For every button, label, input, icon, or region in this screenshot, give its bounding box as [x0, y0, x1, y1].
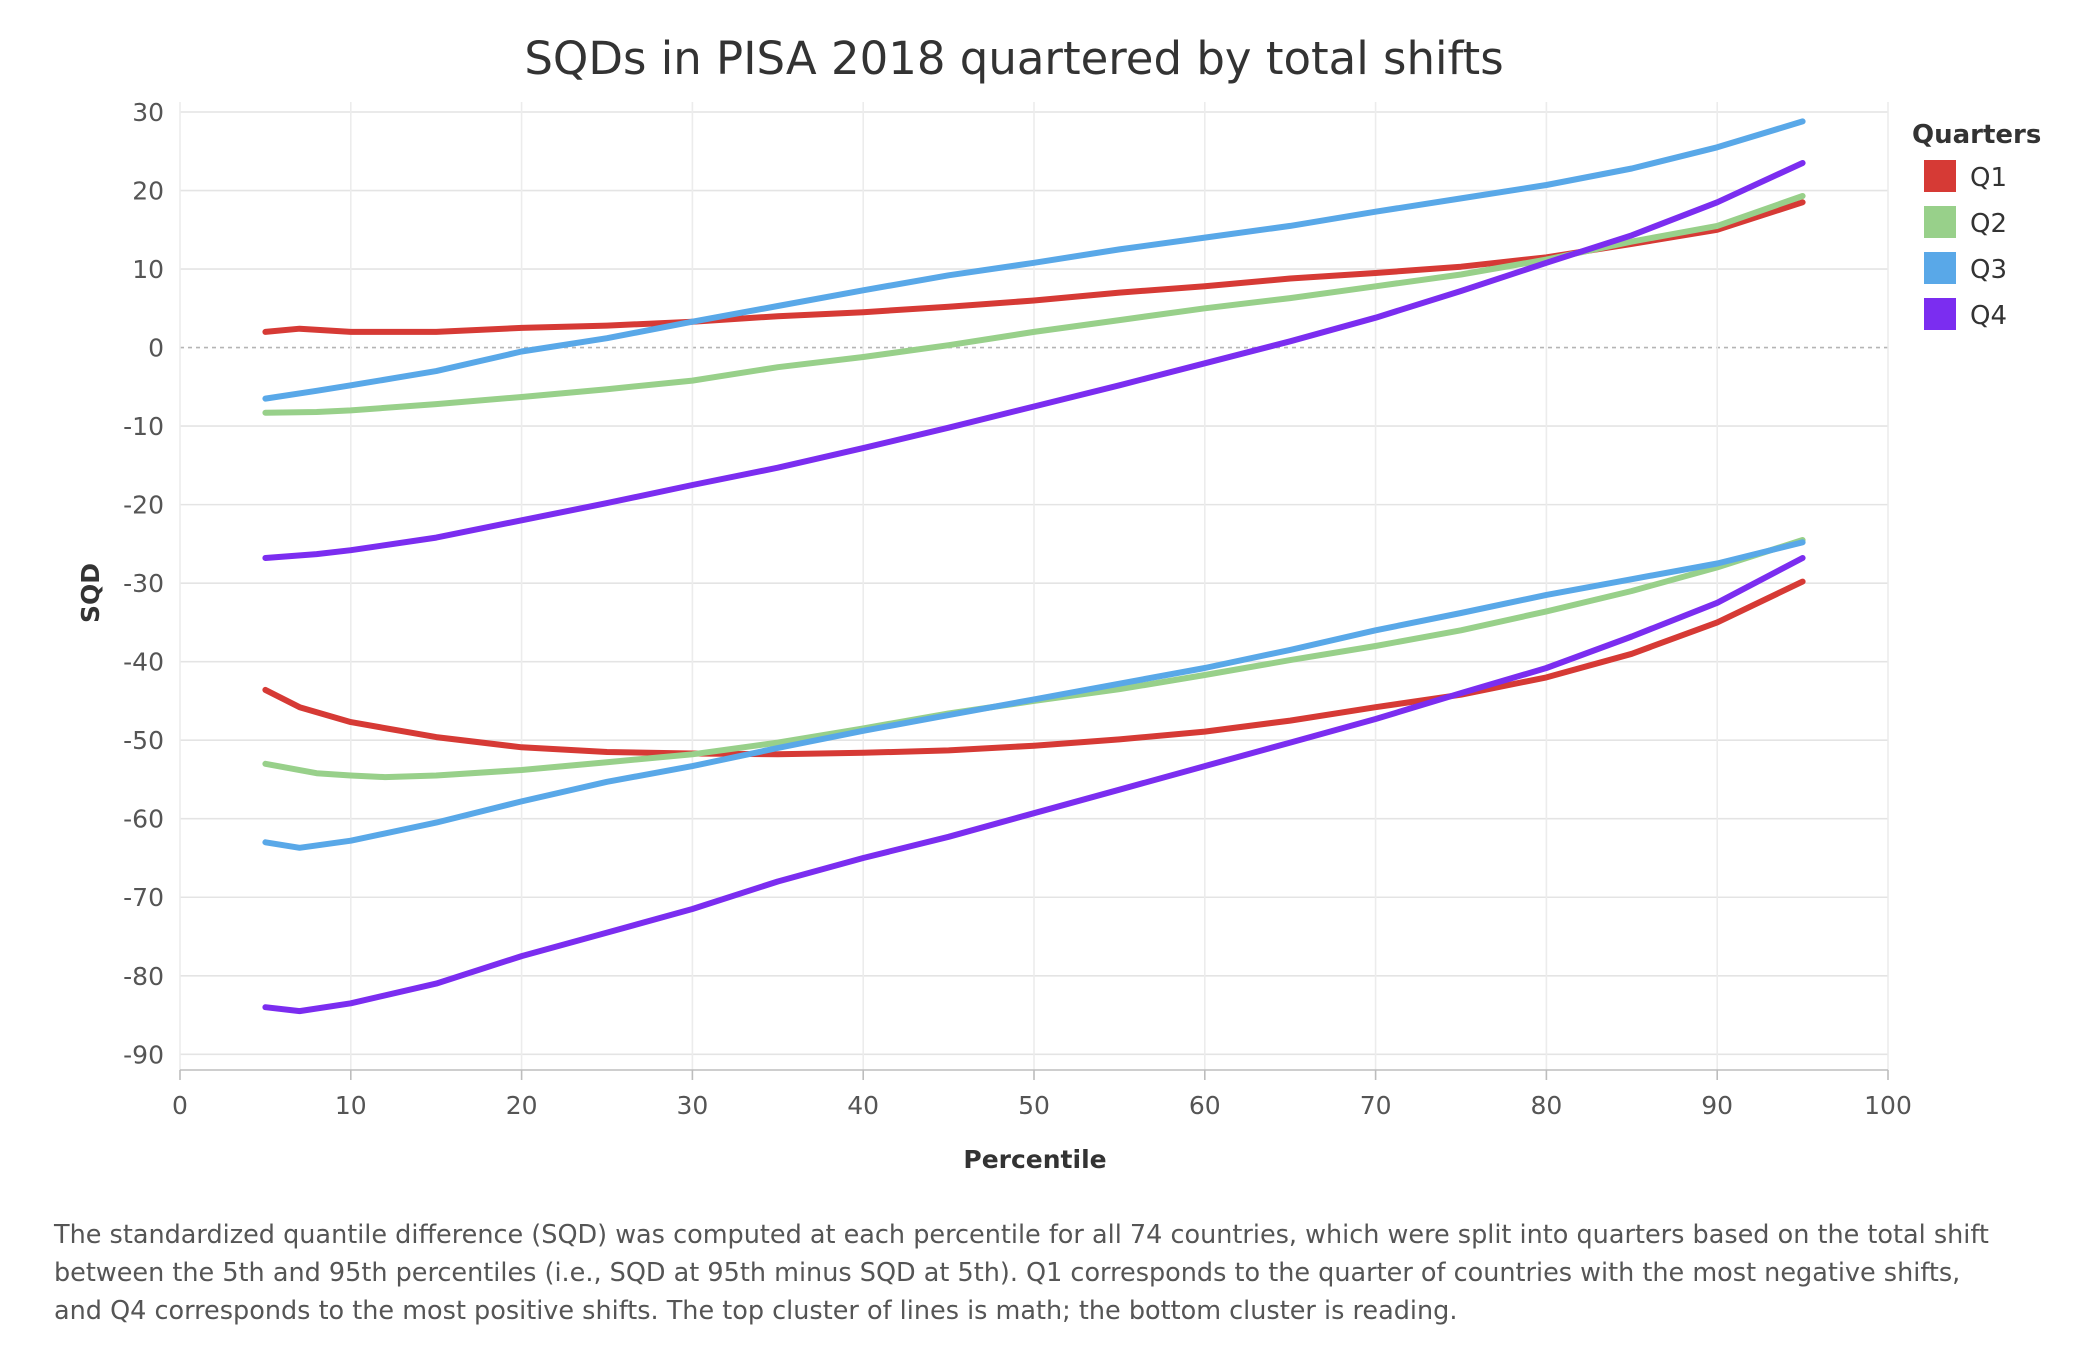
x-tick-label: 20 [506, 1091, 538, 1120]
chart-title: SQDs in PISA 2018 quartered by total shi… [524, 32, 1503, 85]
y-tick-label: -60 [123, 805, 164, 834]
y-tick-label: 10 [132, 255, 164, 284]
y-tick-label: 0 [148, 334, 164, 363]
x-tick-label: 10 [335, 1091, 367, 1120]
legend: Quarters Q1 Q2 Q3 Q4 [1912, 120, 2041, 331]
x-tick-label: 70 [1360, 1091, 1392, 1120]
y-tick-label: -20 [123, 491, 164, 520]
x-tick-label: 40 [847, 1091, 879, 1120]
x-tick-label: 80 [1530, 1091, 1562, 1120]
y-tick-label: -40 [123, 648, 164, 677]
series-line-math-q4 [262, 160, 1806, 561]
legend-label-q2: Q2 [1970, 209, 2007, 239]
y-tick-label: -50 [123, 726, 164, 755]
chart-caption: The standardized quantile difference (SQ… [54, 1220, 1989, 1326]
y-tick-label: 20 [132, 177, 164, 206]
legend-title: Quarters [1912, 120, 2041, 150]
legend-label-q1: Q1 [1970, 163, 2007, 193]
legend-swatch-q2 [1924, 206, 1956, 238]
x-tick-label: 50 [1018, 1091, 1050, 1120]
series-line-reading-q4 [262, 555, 1806, 1015]
legend-label-q3: Q3 [1970, 255, 2007, 285]
series-line-reading-q1 [262, 578, 1806, 758]
x-tick-label: 0 [172, 1091, 188, 1120]
x-tick-label: 30 [676, 1091, 708, 1120]
y-tick-label: -70 [123, 883, 164, 912]
x-tick-label: 100 [1864, 1091, 1912, 1120]
y-axis-title: SQD [76, 563, 105, 623]
sqd-line-chart: SQDs in PISA 2018 quartered by total shi… [76, 32, 2041, 1174]
series-line-math-q2 [262, 193, 1806, 416]
legend-swatch-q1 [1924, 160, 1956, 192]
x-tick-label: 90 [1701, 1091, 1733, 1120]
x-axis-title: Percentile [963, 1145, 1106, 1174]
y-tick-label: -30 [123, 569, 164, 598]
y-tick-label: -80 [123, 962, 164, 991]
legend-swatch-q4 [1924, 298, 1956, 330]
series-lines [262, 118, 1806, 1015]
legend-swatch-q3 [1924, 252, 1956, 284]
y-tick-label: 30 [132, 98, 164, 127]
y-tick-label: -90 [123, 1040, 164, 1069]
y-tick-label: -10 [123, 412, 164, 441]
series-line-reading-q3 [262, 539, 1806, 851]
x-tick-label: 60 [1189, 1091, 1221, 1120]
series-line-math-q3 [262, 118, 1806, 402]
series-line-math-q1 [262, 199, 1806, 335]
legend-label-q4: Q4 [1970, 301, 2007, 331]
